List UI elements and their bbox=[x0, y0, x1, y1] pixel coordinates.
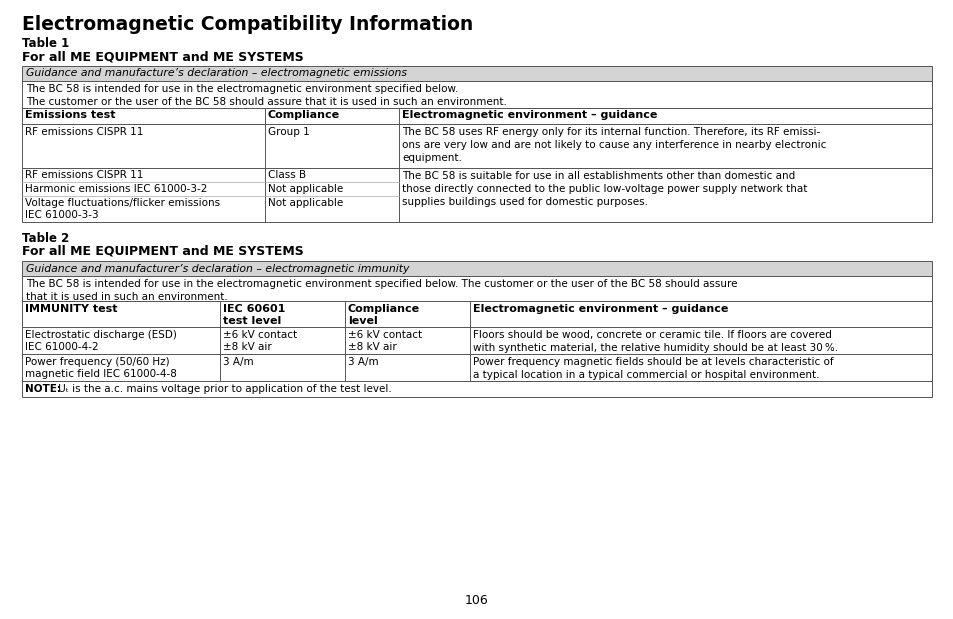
Bar bbox=[22, 276, 931, 301]
Text: IEC 60601
test level: IEC 60601 test level bbox=[223, 304, 285, 326]
Text: Table 1: Table 1 bbox=[22, 37, 70, 50]
Text: NOTE:: NOTE: bbox=[25, 384, 61, 394]
Text: ±6 kV contact
±8 kV air: ±6 kV contact ±8 kV air bbox=[223, 330, 296, 352]
Text: For all ME EQUIPMENT and ME SYSTEMS: For all ME EQUIPMENT and ME SYSTEMS bbox=[22, 245, 303, 258]
Text: The BC 58 is suitable for use in all establishments other than domestic and
thos: The BC 58 is suitable for use in all est… bbox=[401, 171, 806, 207]
Bar bbox=[22, 354, 931, 381]
Text: ±6 kV contact
±8 kV air: ±6 kV contact ±8 kV air bbox=[348, 330, 421, 352]
Bar bbox=[22, 108, 931, 124]
Text: 106: 106 bbox=[465, 594, 488, 607]
Text: Table 2: Table 2 bbox=[22, 232, 70, 245]
Text: 3 A/m: 3 A/m bbox=[223, 357, 253, 367]
Text: RF emissions CISPR 11: RF emissions CISPR 11 bbox=[25, 127, 143, 137]
Text: The BC 58 is intended for use in the electromagnetic environment specified below: The BC 58 is intended for use in the ele… bbox=[26, 279, 737, 302]
Bar bbox=[22, 301, 931, 327]
Bar bbox=[22, 381, 931, 397]
Text: Compliance: Compliance bbox=[268, 111, 340, 121]
Text: Electromagnetic environment – guidance: Electromagnetic environment – guidance bbox=[401, 111, 657, 121]
Text: RF emissions CISPR 11: RF emissions CISPR 11 bbox=[25, 170, 143, 180]
Bar bbox=[22, 124, 931, 168]
Bar bbox=[22, 327, 931, 354]
Text: Electromagnetic Compatibility Information: Electromagnetic Compatibility Informatio… bbox=[22, 15, 473, 34]
Text: Floors should be wood, concrete or ceramic tile. If floors are covered
with synt: Floors should be wood, concrete or ceram… bbox=[473, 330, 838, 353]
Text: Compliance
level: Compliance level bbox=[348, 304, 419, 326]
Text: The BC 58 is intended for use in the electromagnetic environment specified below: The BC 58 is intended for use in the ele… bbox=[26, 84, 506, 107]
Text: Not applicable: Not applicable bbox=[268, 184, 343, 194]
Text: Group 1: Group 1 bbox=[268, 127, 310, 137]
Text: For all ME EQUIPMENT and ME SYSTEMS: For all ME EQUIPMENT and ME SYSTEMS bbox=[22, 50, 303, 63]
Bar bbox=[22, 168, 931, 222]
Bar bbox=[22, 66, 931, 81]
Text: Not applicable: Not applicable bbox=[268, 198, 343, 208]
Text: Guidance and manufacture’s declaration – electromagnetic emissions: Guidance and manufacture’s declaration –… bbox=[26, 69, 407, 79]
Bar bbox=[22, 261, 931, 276]
Text: Voltage fluctuations/flicker emissions
IEC 61000-3-3: Voltage fluctuations/flicker emissions I… bbox=[25, 198, 220, 220]
Text: Uₜ is the a.c. mains voltage prior to application of the test level.: Uₜ is the a.c. mains voltage prior to ap… bbox=[55, 384, 392, 394]
Text: The BC 58 uses RF energy only for its internal function. Therefore, its RF emiss: The BC 58 uses RF energy only for its in… bbox=[401, 127, 825, 163]
Text: Electromagnetic environment – guidance: Electromagnetic environment – guidance bbox=[473, 304, 727, 314]
Text: 3 A/m: 3 A/m bbox=[348, 357, 378, 367]
Text: Class B: Class B bbox=[268, 170, 306, 180]
Text: Emissions test: Emissions test bbox=[25, 111, 115, 121]
Text: Harmonic emissions IEC 61000-3-2: Harmonic emissions IEC 61000-3-2 bbox=[25, 184, 207, 194]
Text: Power frequency magnetic fields should be at levels characteristic of
a typical : Power frequency magnetic fields should b… bbox=[473, 357, 833, 380]
Text: Guidance and manufacturer’s declaration – electromagnetic immunity: Guidance and manufacturer’s declaration … bbox=[26, 264, 409, 274]
Text: Power frequency (50/60 Hz)
magnetic field IEC 61000-4-8: Power frequency (50/60 Hz) magnetic fiel… bbox=[25, 357, 176, 379]
Text: Electrostatic discharge (ESD)
IEC 61000-4-2: Electrostatic discharge (ESD) IEC 61000-… bbox=[25, 330, 176, 352]
Text: IMMUNITY test: IMMUNITY test bbox=[25, 304, 117, 314]
Bar bbox=[22, 81, 931, 108]
